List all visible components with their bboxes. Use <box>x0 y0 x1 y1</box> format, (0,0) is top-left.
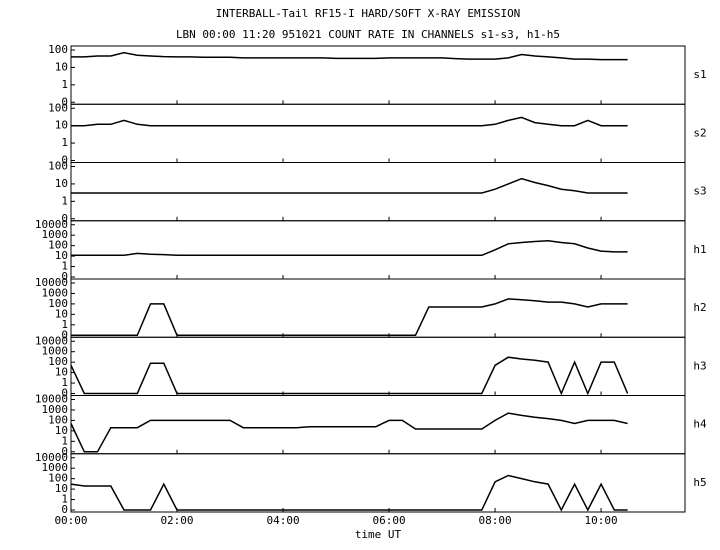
y-tick-label: 10000 <box>35 334 68 347</box>
y-tick-label: 10 <box>55 60 68 73</box>
channel-label: s3 <box>693 185 706 198</box>
y-tick-label: 1 <box>61 136 68 149</box>
x-tick-label: 02:00 <box>160 514 193 527</box>
y-tick-label: 1000 <box>42 228 69 241</box>
y-tick-label: 0 <box>61 212 68 225</box>
series-line <box>71 116 628 127</box>
y-tick-label: 10 <box>55 177 68 190</box>
y-tick-label: 0 <box>61 445 68 458</box>
channel-label: h5 <box>693 476 706 489</box>
chart-subtitle: LBN 00:00 11:20 951021 COUNT RATE IN CHA… <box>176 28 560 41</box>
series-line <box>70 356 629 396</box>
x-tick-label: 00:00 <box>54 514 87 527</box>
y-tick-label: 10000 <box>35 218 68 231</box>
series-line <box>70 412 628 453</box>
x-tick-label: 06:00 <box>372 514 405 527</box>
channel-label: s1 <box>693 68 706 81</box>
y-tick-label: 1000 <box>42 403 69 416</box>
series-line <box>71 51 628 61</box>
y-tick-label: 1000 <box>42 345 69 358</box>
chart-title: INTERBALL-Tail RF15-I HARD/SOFT X-RAY EM… <box>216 7 521 20</box>
series-line <box>70 474 628 512</box>
x-tick-label: 04:00 <box>266 514 299 527</box>
panel-frame <box>70 453 686 513</box>
y-tick-label: 0 <box>61 503 68 516</box>
y-tick-label: 100 <box>48 355 68 368</box>
y-tick-label: 10 <box>55 307 68 320</box>
y-tick-label: 1 <box>61 376 68 389</box>
y-tick-label: 1 <box>61 318 68 331</box>
y-tick-label: 0 <box>61 270 68 283</box>
channel-label: s2 <box>693 126 706 139</box>
y-tick-label: 10 <box>55 482 68 495</box>
x-tick-label: 10:00 <box>585 514 618 527</box>
y-tick-label: 1 <box>61 434 68 447</box>
x-axis-label: time UT <box>355 528 402 541</box>
x-tick-label: 08:00 <box>478 514 511 527</box>
y-tick-label: 1 <box>61 78 68 91</box>
series-line <box>71 298 628 337</box>
channel-label: h4 <box>693 418 707 431</box>
y-tick-label: 1 <box>61 493 68 506</box>
series-line <box>71 239 628 257</box>
y-tick-label: 1000 <box>42 286 69 299</box>
y-tick-label: 0 <box>61 328 68 341</box>
y-tick-label: 0 <box>61 95 68 108</box>
y-tick-label: 1000 <box>42 461 69 474</box>
y-tick-label: 1 <box>61 260 68 273</box>
y-tick-label: 100 <box>48 43 68 56</box>
channel-label: h3 <box>693 359 706 372</box>
y-tick-label: 100 <box>48 413 68 426</box>
y-tick-label: 100 <box>48 472 68 485</box>
y-tick-label: 10000 <box>35 451 68 464</box>
y-tick-label: 1 <box>61 194 68 207</box>
y-tick-label: 10000 <box>35 393 68 406</box>
y-tick-label: 10000 <box>35 276 68 289</box>
channel-label: h2 <box>693 301 706 314</box>
y-tick-label: 100 <box>48 101 68 114</box>
y-tick-label: 10 <box>55 366 68 379</box>
y-tick-label: 10 <box>55 249 68 262</box>
y-tick-label: 0 <box>61 387 68 400</box>
y-tick-label: 10 <box>55 119 68 132</box>
channel-label: h1 <box>693 243 706 256</box>
y-tick-label: 100 <box>48 239 68 252</box>
y-tick-label: 100 <box>48 160 68 173</box>
y-tick-label: 100 <box>48 297 68 310</box>
y-tick-label: 0 <box>61 154 68 167</box>
series-line <box>71 177 628 194</box>
y-tick-label: 10 <box>55 424 68 437</box>
